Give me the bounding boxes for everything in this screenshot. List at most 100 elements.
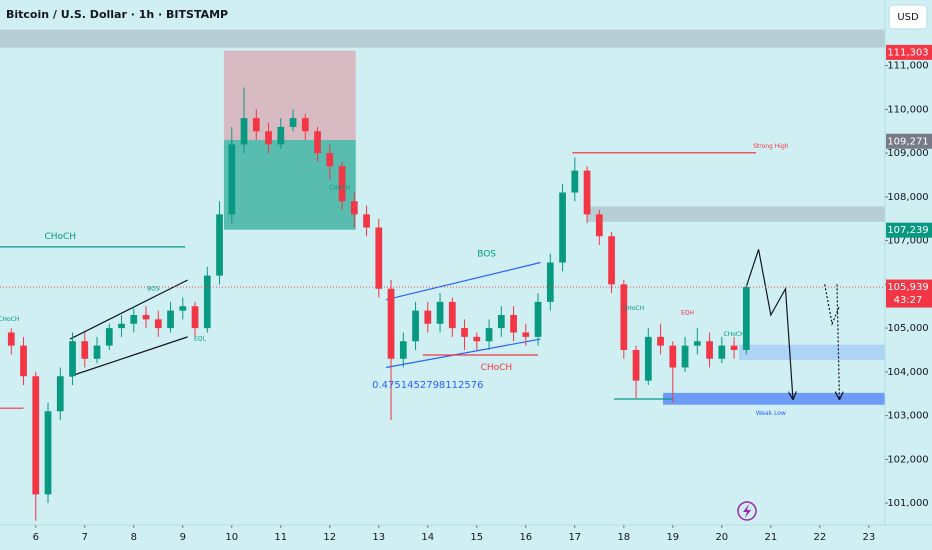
candle-body bbox=[718, 345, 726, 359]
candle-body bbox=[669, 345, 677, 368]
price-label-box bbox=[886, 222, 932, 238]
drawing-line bbox=[69, 279, 188, 340]
x-tick-label: 21 bbox=[764, 532, 777, 543]
x-tick-label: 11 bbox=[274, 532, 287, 543]
x-tick-label: 12 bbox=[323, 532, 336, 543]
candle-body bbox=[644, 336, 652, 381]
annotation: BOS bbox=[147, 285, 160, 292]
candle-body bbox=[130, 315, 138, 324]
candle-body bbox=[595, 214, 603, 237]
x-tick-label: 6 bbox=[33, 532, 39, 543]
candle-body bbox=[20, 345, 27, 377]
candle-body bbox=[203, 275, 211, 329]
candle-body bbox=[44, 411, 52, 495]
candle-body bbox=[742, 287, 750, 350]
annotation: CHoCH bbox=[623, 305, 644, 312]
price-label-box bbox=[886, 133, 932, 149]
price-countdown: 43:27 bbox=[894, 295, 923, 306]
annotation: CHoCH bbox=[724, 331, 745, 338]
candle-body bbox=[154, 319, 162, 329]
candle-body bbox=[252, 118, 260, 132]
candle-body bbox=[399, 341, 407, 359]
y-tick-label: 108,000 bbox=[887, 192, 928, 203]
candle-body bbox=[216, 214, 223, 276]
price-label-box bbox=[886, 279, 932, 308]
candle-body bbox=[497, 315, 505, 329]
annotation: CHoCH bbox=[481, 363, 513, 373]
candle-body bbox=[81, 341, 89, 359]
candle-body bbox=[571, 170, 579, 193]
x-tick-label: 14 bbox=[421, 532, 434, 543]
candle-body bbox=[350, 201, 358, 215]
candle-body bbox=[142, 315, 150, 320]
x-tick-label: 22 bbox=[813, 532, 826, 543]
candle-body bbox=[485, 328, 493, 342]
candle-body bbox=[632, 350, 640, 381]
plot-area: CHoCH BOS EQL CHoCH CHoCH BOS 0.47514527981125… bbox=[0, 29, 885, 521]
zone bbox=[738, 344, 885, 361]
candle-body bbox=[473, 336, 481, 342]
candle-body bbox=[693, 341, 701, 346]
candle-body bbox=[56, 376, 64, 412]
annotation: CHoCH bbox=[329, 185, 350, 192]
candle-body bbox=[326, 153, 334, 167]
candle-body bbox=[240, 118, 248, 145]
annotation: 0.4751452798112576 bbox=[372, 380, 483, 391]
candle-body bbox=[424, 310, 432, 324]
x-tick-label: 7 bbox=[82, 532, 88, 543]
drawing-line bbox=[386, 261, 541, 301]
drawing-line bbox=[745, 249, 793, 398]
y-tick-label: 109,000 bbox=[887, 148, 928, 159]
y-tick-label: 103,000 bbox=[887, 411, 928, 422]
currency-label[interactable]: USD bbox=[897, 12, 919, 23]
drawing-line bbox=[824, 284, 840, 326]
currency-button[interactable] bbox=[888, 4, 928, 30]
annotation: Weak Low bbox=[756, 410, 786, 417]
annotation: EQL bbox=[194, 336, 207, 343]
candle-body bbox=[277, 126, 285, 145]
candle-body bbox=[436, 301, 444, 324]
logo-bolt bbox=[743, 504, 751, 518]
candle-body bbox=[583, 170, 591, 215]
candle-body bbox=[510, 315, 517, 333]
x-tick-label: 13 bbox=[372, 532, 385, 543]
candle-body bbox=[730, 345, 738, 350]
candle-body bbox=[448, 301, 456, 329]
annotation: EQH bbox=[681, 309, 694, 316]
price-label: 107,239 bbox=[887, 225, 928, 236]
y-tick-label: 107,000 bbox=[887, 236, 928, 247]
price-label: 111,303 bbox=[887, 47, 928, 58]
y-tick-label: 104,000 bbox=[887, 367, 928, 378]
candle-body bbox=[7, 332, 15, 346]
x-tick-label: 16 bbox=[519, 532, 532, 543]
price-label-box bbox=[886, 44, 932, 60]
y-tick-label: 110,000 bbox=[887, 104, 928, 115]
candle-body bbox=[228, 144, 236, 215]
price-label: 109,271 bbox=[887, 136, 928, 147]
candle-body bbox=[338, 166, 346, 202]
zone bbox=[663, 392, 885, 405]
x-tick-label: 9 bbox=[180, 532, 186, 543]
x-tick-label: 23 bbox=[862, 532, 875, 543]
x-tick-label: 19 bbox=[666, 532, 679, 543]
candle-body bbox=[534, 301, 542, 337]
annotation: CHoCH bbox=[44, 232, 76, 242]
candle-body bbox=[167, 310, 174, 329]
x-tick-label: 17 bbox=[568, 532, 581, 543]
drawing-line bbox=[837, 284, 839, 398]
candle-body bbox=[546, 262, 554, 302]
candle-body bbox=[289, 118, 297, 127]
candle-body bbox=[412, 310, 419, 342]
annotation: Strong High bbox=[753, 143, 789, 150]
candle-body bbox=[191, 306, 199, 329]
candle-body bbox=[387, 288, 395, 359]
logo-ring bbox=[737, 501, 757, 521]
zone bbox=[0, 29, 885, 48]
candle-body bbox=[314, 131, 321, 154]
candle-body bbox=[681, 345, 689, 368]
x-tick-label: 20 bbox=[715, 532, 728, 543]
logo bbox=[737, 501, 757, 521]
candle-body bbox=[69, 341, 76, 377]
annotation: BOS bbox=[477, 249, 496, 259]
